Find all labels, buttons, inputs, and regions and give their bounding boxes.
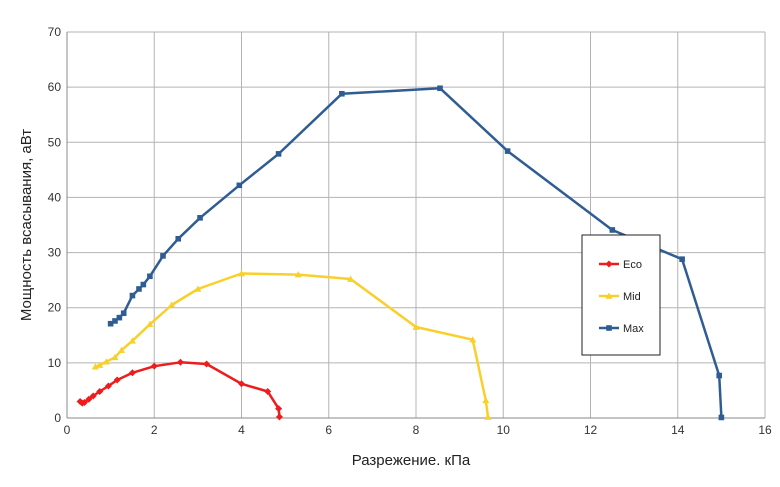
y-tick-label: 40 xyxy=(48,190,62,204)
series-max xyxy=(107,85,725,421)
data-point-eco xyxy=(275,413,283,421)
x-tick-label: 14 xyxy=(671,423,685,437)
x-tick-label: 2 xyxy=(151,423,158,437)
data-point-max xyxy=(107,320,114,327)
data-point-mid xyxy=(96,361,104,368)
data-point-max xyxy=(609,227,616,233)
data-point-mid xyxy=(168,301,176,308)
data-point-max xyxy=(140,281,147,288)
x-axis-title: Разрежение. кПа xyxy=(352,452,471,469)
legend: Eco Mid Max xyxy=(581,234,661,356)
data-point-eco xyxy=(238,380,245,388)
data-point-mid xyxy=(484,413,492,420)
y-tick-label: 0 xyxy=(54,411,61,425)
data-point-max xyxy=(129,292,136,299)
data-point-mid xyxy=(412,323,420,330)
data-point-eco xyxy=(128,369,136,377)
data-point-eco xyxy=(113,376,121,384)
data-point-max xyxy=(716,372,722,379)
x-tick-label: 16 xyxy=(758,423,772,437)
data-point-mid xyxy=(102,358,110,365)
legend-label-max: Max xyxy=(623,323,644,335)
series-line-eco xyxy=(79,361,281,418)
data-point-mid xyxy=(128,337,136,344)
y-axis-title: Мощность всасывания, аВт xyxy=(18,129,35,321)
y-tick-label: 30 xyxy=(48,246,62,260)
data-point-mid xyxy=(482,396,490,404)
data-point-max xyxy=(116,314,123,321)
data-point-mid xyxy=(347,275,355,282)
data-point-max xyxy=(504,148,511,154)
legend-label-mid: Mid xyxy=(623,291,641,303)
data-point-max xyxy=(136,286,142,292)
data-point-eco xyxy=(275,405,283,413)
data-point-mid xyxy=(238,270,245,277)
data-point-eco xyxy=(85,395,93,403)
data-point-eco xyxy=(80,399,88,407)
x-tick-label: 12 xyxy=(584,423,598,437)
series-mid xyxy=(91,270,492,420)
legend-marker-mid xyxy=(605,292,613,299)
series-line-max xyxy=(109,86,723,418)
y-tick-label: 50 xyxy=(48,135,62,149)
x-tick-label: 6 xyxy=(325,423,332,437)
y-tick-label: 10 xyxy=(48,356,62,370)
legend-marker-max xyxy=(606,325,612,331)
x-tick-label: 0 xyxy=(64,423,71,437)
series-line-mid xyxy=(94,272,490,418)
data-point-max xyxy=(339,90,345,97)
x-tick-labels: 0 2 4 6 8 10 12 14 16 xyxy=(64,423,772,437)
data-point-mid xyxy=(91,363,99,370)
x-tick-label: 8 xyxy=(413,423,420,437)
data-point-mid xyxy=(111,353,119,361)
data-point-max xyxy=(718,414,725,421)
legend-label-eco: Eco xyxy=(623,259,642,271)
data-point-eco xyxy=(96,388,104,396)
data-point-max xyxy=(160,253,166,259)
x-tick-label: 10 xyxy=(497,423,511,437)
series-eco xyxy=(76,358,283,421)
data-point-eco xyxy=(89,392,97,400)
data-point-eco xyxy=(150,362,158,370)
data-point-max xyxy=(275,151,282,157)
data-point-max xyxy=(120,310,127,317)
data-point-max xyxy=(437,85,443,92)
data-point-max xyxy=(236,182,243,189)
y-tick-labels: 0 10 20 30 40 50 60 70 xyxy=(48,25,62,425)
series-group xyxy=(76,85,725,421)
data-point-mid xyxy=(194,285,202,292)
legend-marker-eco xyxy=(605,260,613,268)
data-point-eco xyxy=(203,360,211,368)
data-point-eco xyxy=(104,382,112,390)
data-point-mid xyxy=(294,271,302,278)
axes xyxy=(66,32,765,419)
data-point-max xyxy=(147,273,153,280)
data-point-mid xyxy=(469,336,477,343)
data-point-max xyxy=(112,318,118,324)
y-tick-label: 20 xyxy=(48,301,62,315)
data-point-mid xyxy=(118,346,126,353)
data-point-max xyxy=(175,235,182,242)
y-tick-label: 60 xyxy=(48,80,62,94)
x-tick-label: 4 xyxy=(238,423,245,437)
data-point-eco xyxy=(264,388,272,396)
legend-box xyxy=(581,234,661,356)
data-point-mid xyxy=(146,320,154,328)
data-point-eco xyxy=(176,358,184,366)
y-tick-label: 70 xyxy=(48,25,62,39)
data-point-max xyxy=(679,256,685,262)
data-point-max xyxy=(197,215,203,221)
